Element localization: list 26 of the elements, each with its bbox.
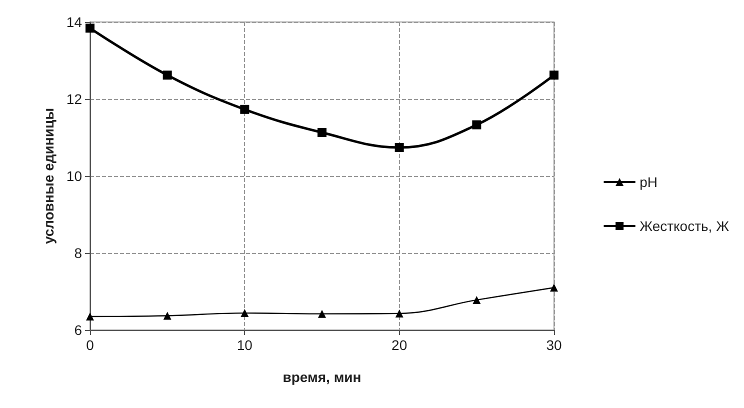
y-tick-label: 10 <box>66 168 82 184</box>
x-axis-title: время, мин <box>282 369 362 385</box>
point <box>550 284 558 292</box>
x-tick-label: 10 <box>236 337 253 353</box>
y-axis-title: условные единицы <box>40 108 57 244</box>
point <box>86 312 94 321</box>
point <box>240 104 250 114</box>
point <box>472 120 482 130</box>
legend-label: pH <box>640 174 658 190</box>
legend-label: Жесткость, Ж <box>640 218 730 234</box>
point <box>318 310 326 318</box>
point <box>394 143 404 152</box>
point <box>550 70 558 80</box>
point <box>318 128 326 137</box>
y-tick-label: 6 <box>74 322 82 338</box>
point <box>163 312 172 320</box>
point <box>240 309 249 318</box>
x-tick-label: 20 <box>392 337 408 353</box>
x-tick-label: 30 <box>546 337 562 353</box>
point <box>472 296 481 304</box>
y-tick-label: 8 <box>74 245 82 261</box>
y-tick-label: 12 <box>66 91 82 107</box>
point <box>162 70 172 80</box>
x-tick-label: 0 <box>86 337 94 353</box>
y-tick-label: 14 <box>66 14 82 30</box>
point <box>395 309 404 318</box>
